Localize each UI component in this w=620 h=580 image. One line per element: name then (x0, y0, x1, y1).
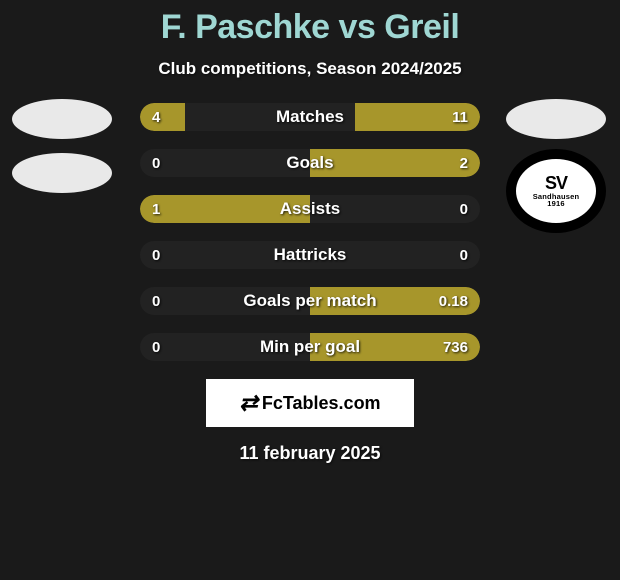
stat-row: 411Matches (140, 103, 480, 131)
stat-bars: 411Matches 02Goals 10Assists 00Hattricks 00.… (140, 103, 480, 361)
right-team-badges: SV Sandhausen 1916 (506, 99, 606, 233)
stat-row: 0736Min per goal (140, 333, 480, 361)
stat-row: 00.18Goals per match (140, 287, 480, 315)
stat-label: Goals (140, 149, 480, 177)
stat-label: Hattricks (140, 241, 480, 269)
right-badge-1 (506, 99, 606, 139)
right-club-crest: SV Sandhausen 1916 (506, 149, 606, 233)
crest-line1: SV (545, 174, 567, 193)
date-line: 11 february 2025 (0, 443, 620, 464)
stat-row: 00Hattricks (140, 241, 480, 269)
footer-logo-box: ⇄ FcTables.com (206, 379, 414, 427)
footer-swoosh-icon: ⇄ (239, 390, 257, 416)
subtitle: Club competitions, Season 2024/2025 (0, 59, 620, 79)
left-badge-1 (12, 99, 112, 139)
stat-label: Assists (140, 195, 480, 223)
stat-label: Min per goal (140, 333, 480, 361)
footer-text: FcTables.com (262, 393, 381, 414)
page-title: F. Paschke vs Greil (0, 0, 620, 47)
stat-label: Goals per match (140, 287, 480, 315)
stat-row: 02Goals (140, 149, 480, 177)
left-team-badges (12, 99, 112, 193)
crest-line3: 1916 (547, 200, 565, 208)
left-badge-2 (12, 153, 112, 193)
stat-label: Matches (140, 103, 480, 131)
stats-area: SV Sandhausen 1916 411Matches 02Goals 10As… (0, 103, 620, 361)
stat-row: 10Assists (140, 195, 480, 223)
